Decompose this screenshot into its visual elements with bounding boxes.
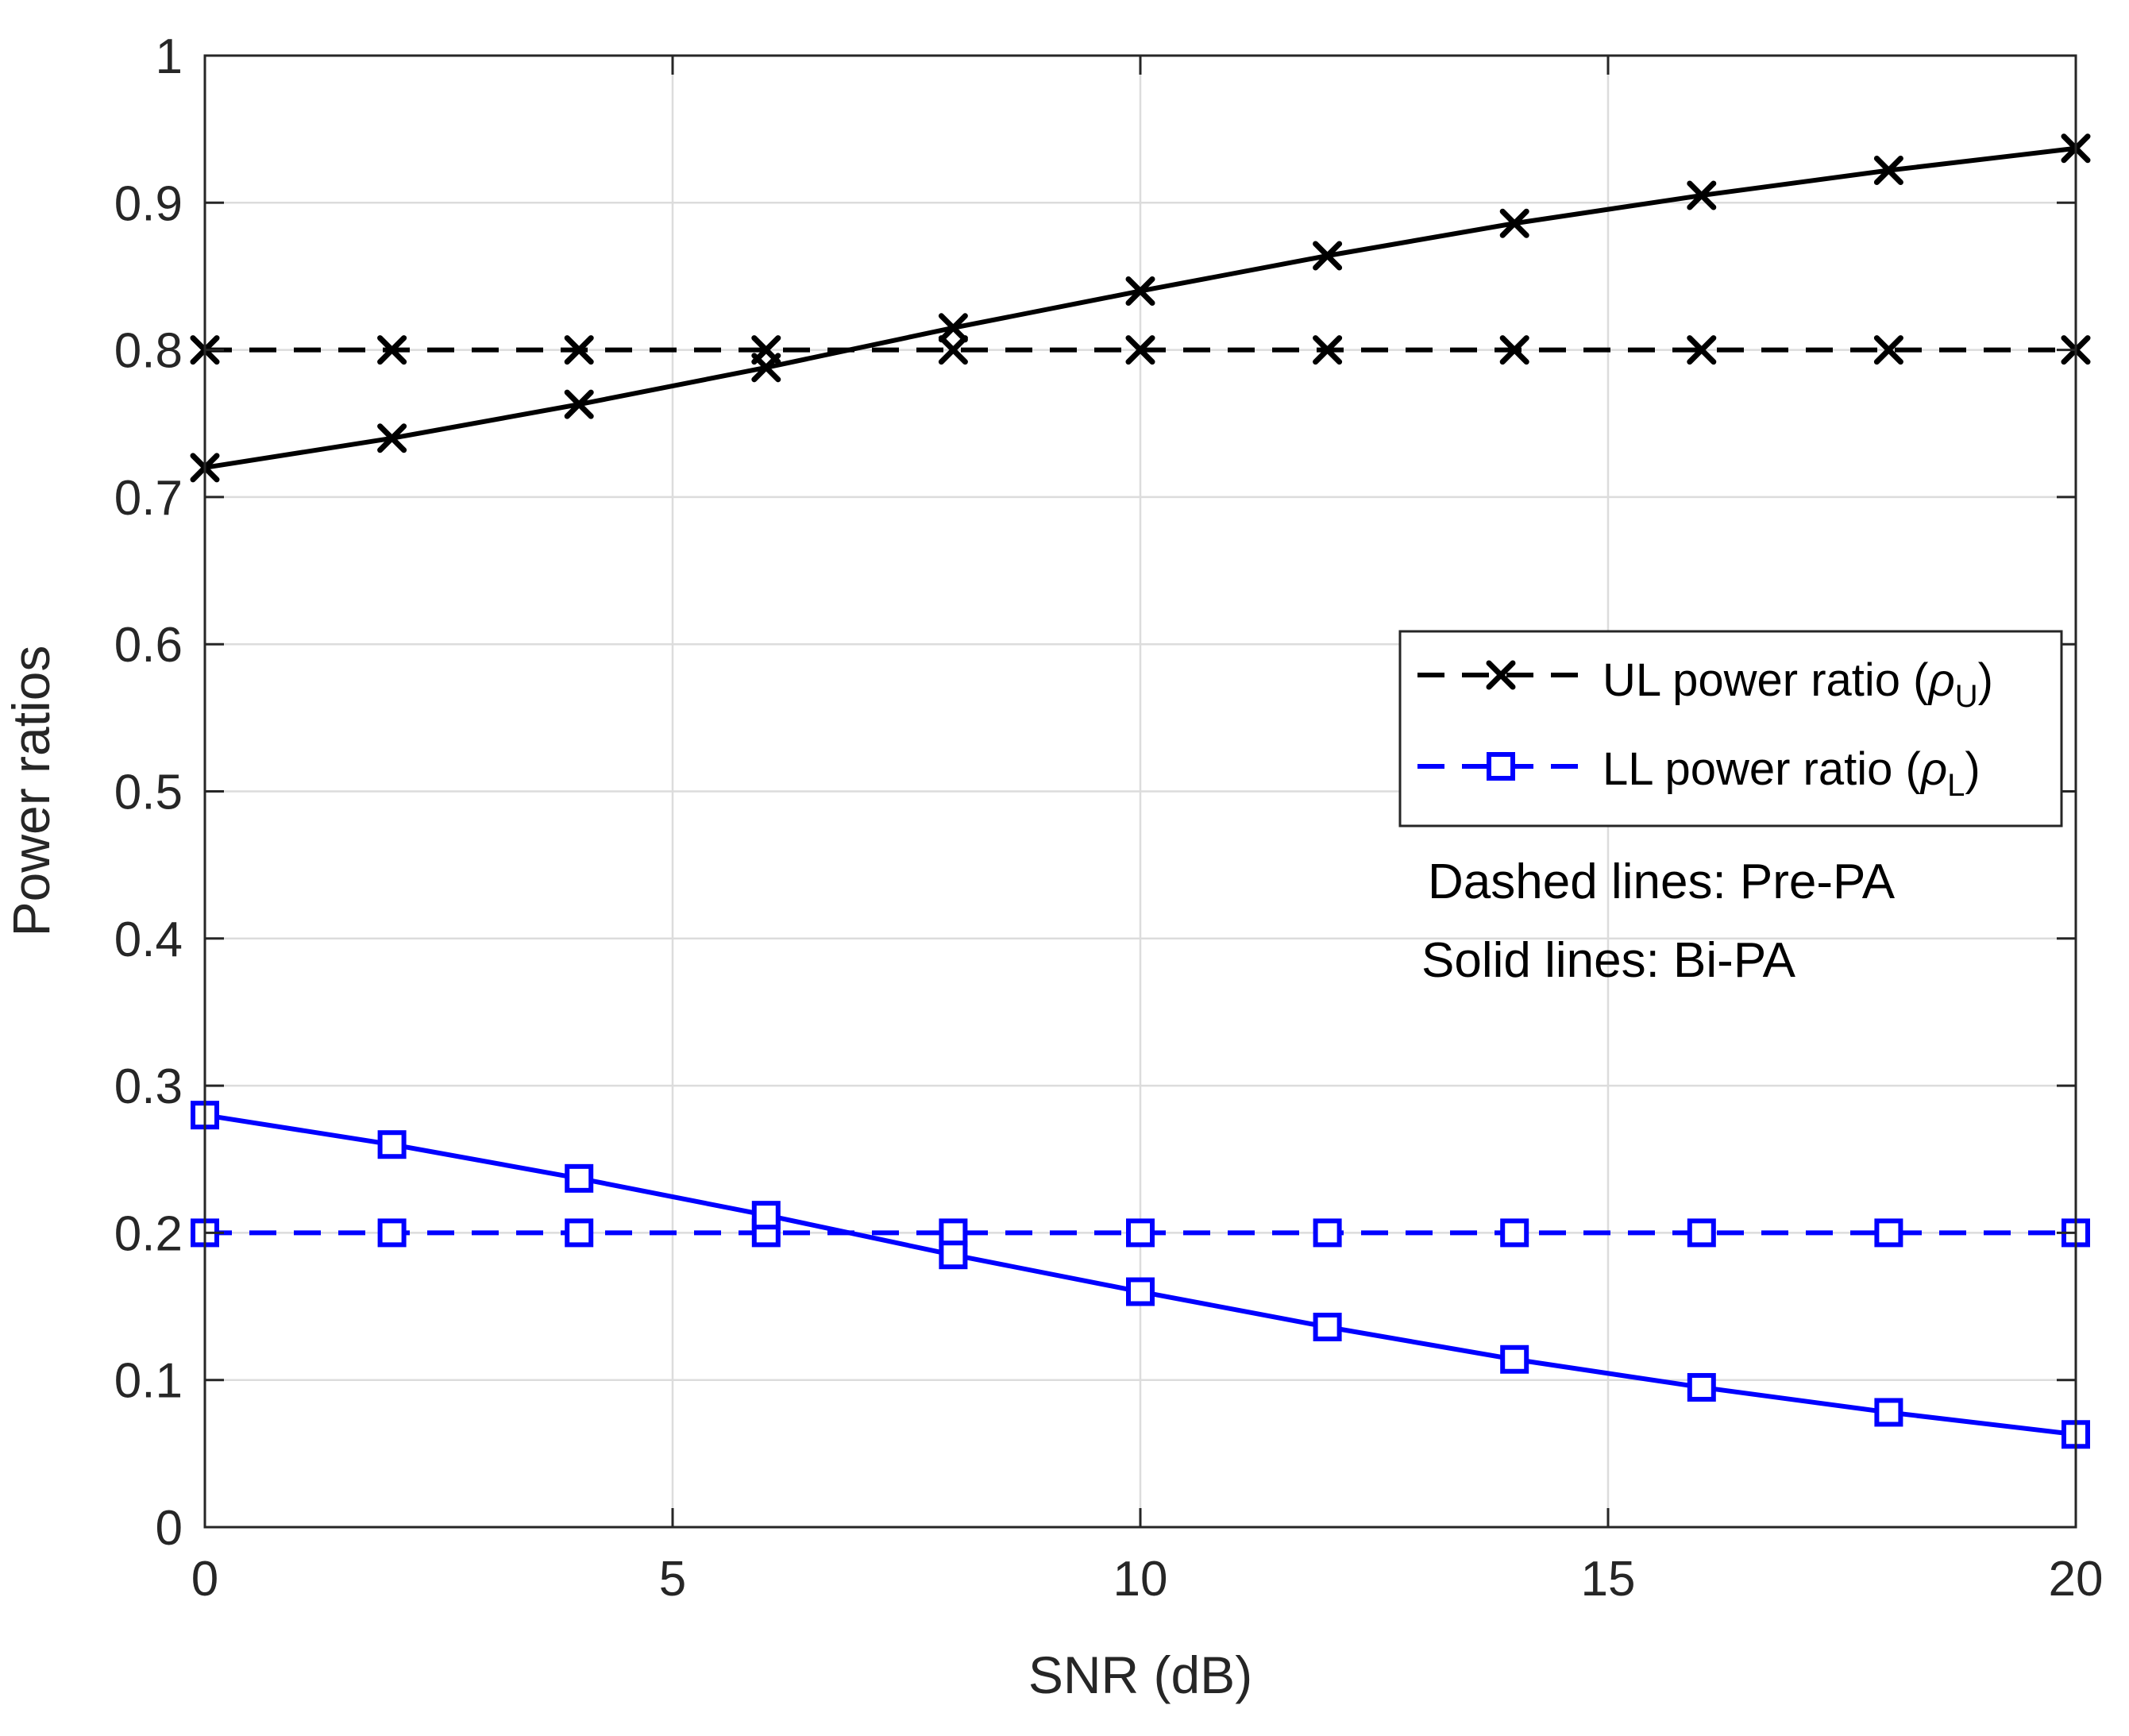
data-point [1313,241,1343,271]
data-point [565,1218,594,1248]
y-tick-label: 0.5 [114,766,183,820]
data-point [1687,335,1717,365]
data-point [1874,1398,1903,1427]
data-point [1499,208,1529,238]
y-tick-label: 0.1 [114,1354,183,1409]
data-point [1500,1344,1529,1374]
data-point [939,1240,968,1270]
legend-sample-marker [1486,660,1516,690]
data-point [938,335,968,365]
data-point [938,313,968,343]
data-point [1125,335,1155,365]
data-point [1687,1218,1716,1248]
y-tick-label: 0.2 [114,1206,183,1261]
legend-entry-ll-symbol: ρ [1919,743,1947,795]
legend-entry-ul-close: ) [1978,654,1993,706]
legend: UL power ratio (ρU) LL power ratio (ρL) [1398,630,2063,827]
x-tick-label: 20 [2049,1552,2104,1607]
data-point [564,389,594,419]
legend-entry-ll-close: ) [1965,743,1980,795]
data-point [1873,335,1903,365]
y-tick-label: 0.6 [114,618,183,673]
data-point [1687,1372,1716,1402]
x-tick-label: 5 [659,1552,686,1607]
legend-sample-marker [1487,752,1515,781]
series-ll-solid [191,1101,2090,1449]
data-point [1313,1312,1342,1341]
y-tick-label: 0.3 [114,1059,183,1114]
annotation-dashed-lines: Dashed lines: Pre-PA [1428,854,1896,909]
y-tick-label: 1 [156,29,183,84]
y-tick-label: 0.8 [114,324,183,379]
y-tick-label: 0.9 [114,176,183,231]
legend-entry-ll: LL power ratio (ρL) [1603,743,1981,803]
data-point [1313,335,1343,365]
data-point [1500,1218,1529,1248]
data-point [377,423,407,453]
data-point [1126,1277,1155,1306]
series-layer [190,133,2091,1449]
data-point [1874,1218,1903,1248]
legend-entry-ll-label: LL power ratio ( [1603,743,1921,795]
data-point [751,1201,781,1230]
data-point [377,1130,407,1159]
data-point [1499,335,1529,365]
legend-samples [1417,660,1584,781]
legend-entry-ll-subscript: L [1947,768,1965,803]
x-tick-label: 0 [191,1552,218,1607]
y-axis-label: Power ratios [2,646,60,937]
data-point [751,353,781,383]
x-tick-label: 10 [1113,1552,1168,1607]
legend-entry-ul-symbol: ρ [1927,654,1954,706]
data-point [1873,156,1903,186]
annotation-solid-lines: Solid lines: Bi-PA [1421,933,1796,988]
legend-entry-ul: UL power ratio (ρU) [1603,654,1993,714]
tick-layer: 0 5 10 15 20 0 0.1 0.2 0.3 0.4 0.5 0.6 0.7 0.8 0.9 1 [114,29,2104,1607]
data-point [377,1218,407,1248]
data-point [377,335,407,365]
y-tick-label: 0 [156,1501,183,1556]
data-point [1313,1218,1342,1248]
x-axis-label: SNR (dB) [1028,1645,1252,1704]
legend-entry-ul-label: UL power ratio ( [1603,654,1928,706]
data-point [1687,180,1717,210]
data-point [565,1163,594,1193]
series-ul-dashed [190,335,2091,365]
x-tick-label: 15 [1581,1552,1636,1607]
data-point [1126,1218,1155,1248]
data-point [1125,276,1155,306]
legend-entry-ul-subscript: U [1955,679,1978,714]
data-point [564,335,594,365]
series-ul-solid [190,133,2091,483]
y-tick-label: 0.7 [114,471,183,526]
y-tick-label: 0.4 [114,912,183,967]
